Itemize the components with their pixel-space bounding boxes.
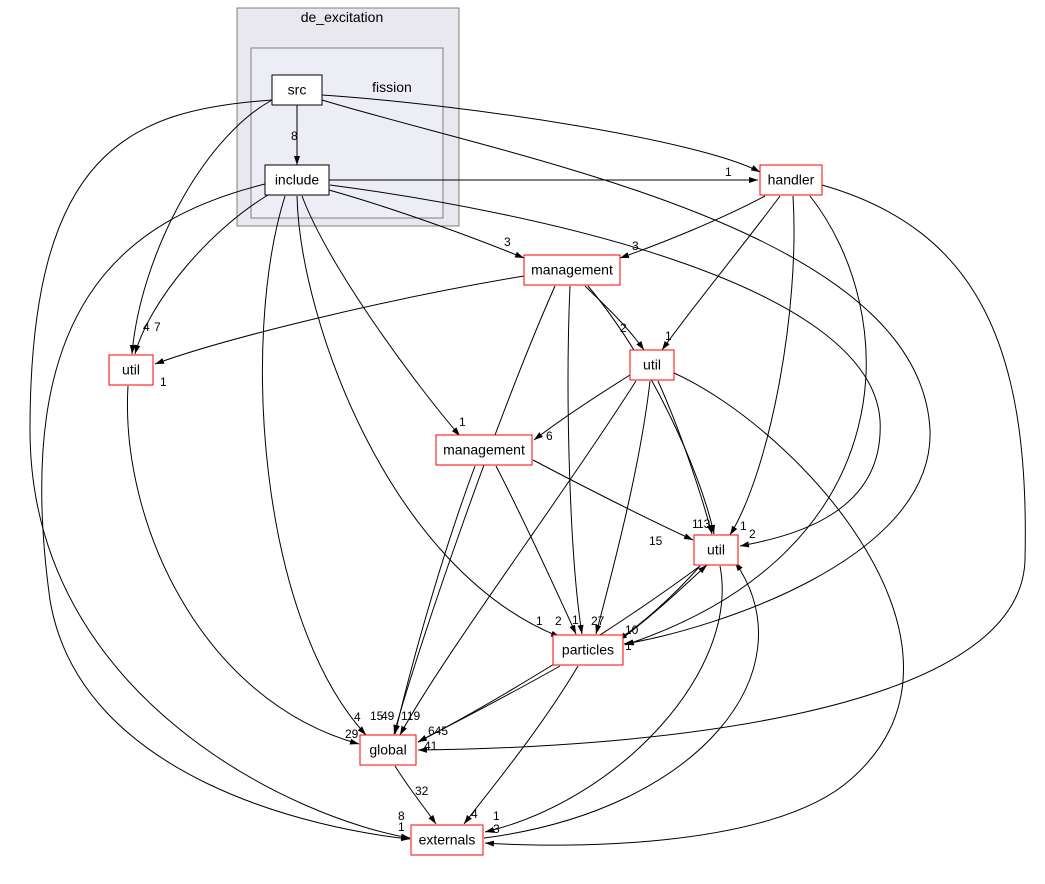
edge-particles-global	[418, 666, 560, 742]
edge-label-mgmt_top-particles: 2	[555, 614, 562, 628]
edge-label-include-util_right: 2	[749, 527, 756, 541]
edge-label-include-handler: 1	[725, 165, 732, 179]
edge-label-handler-util_mid: 1	[665, 329, 672, 343]
edge-label-handler-mgmt_top: 3	[632, 239, 639, 253]
node-label-include: include	[275, 172, 320, 188]
edge-util_mid-global	[400, 381, 636, 735]
edge-label-include-particles: 1	[536, 614, 543, 628]
edge-label-include-global: 4	[354, 710, 361, 724]
edge-label-util_mid-particles: 27	[591, 614, 605, 628]
edge-handler-util_mid	[662, 196, 780, 350]
edge-label-mgmt_mid-util_right: 15	[649, 534, 663, 548]
edge-include-global	[262, 196, 366, 735]
edge-label-include-externals: 1	[398, 820, 405, 834]
edge-mgmt_top-particles	[568, 286, 582, 634]
cluster-label-inner: fission	[372, 79, 412, 95]
edge-label-handler-util_right: 1	[740, 519, 747, 533]
node-label-global: global	[369, 742, 406, 758]
edge-label-mgmt_mid-particles: 1	[572, 613, 579, 627]
edge-label-mgmt_mid-global: 119	[401, 709, 420, 723]
node-label-src: src	[288, 82, 307, 98]
edge-util_mid-particles	[596, 381, 650, 634]
edge-label-externals-util_right: 3	[493, 822, 500, 836]
edge-mgmt_mid-util_right	[533, 460, 693, 540]
edge-mgmt_top-util_right	[588, 286, 714, 534]
node-label-util_right: util	[707, 542, 725, 558]
edge-include-particles	[297, 196, 560, 637]
edge-label-util_mid-util_right: 13	[697, 517, 711, 531]
edge-handler-particles	[625, 196, 866, 645]
node-label-particles: particles	[562, 642, 614, 658]
edge-mgmt_mid-particles	[496, 466, 576, 634]
edge-mgmt_top-util_mid	[585, 286, 644, 350]
edge-label-handler-particles: 1	[625, 639, 632, 653]
node-label-util_left: util	[122, 362, 140, 378]
edge-label-particles-externals: 4	[471, 807, 478, 821]
edge-label-particles-global: 41	[424, 739, 438, 753]
node-label-handler: handler	[768, 172, 815, 188]
node-label-mgmt_top: management	[531, 262, 613, 278]
edge-handler-global	[418, 185, 1025, 750]
edge-label-util_left-global: 29	[345, 727, 359, 741]
cluster-label-outer: de_excitation	[301, 9, 384, 25]
edge-label-include-mgmt_mid: 1	[459, 415, 466, 429]
edge-label-include-util_left: 7	[154, 320, 161, 334]
edge-include-util_right	[330, 185, 880, 546]
edge-label-mgmt_top-util_left: 1	[160, 375, 167, 389]
edge-mgmt_top-global	[394, 286, 555, 734]
edge-util_mid-externals	[485, 373, 904, 845]
node-label-mgmt_mid: management	[443, 442, 525, 458]
edge-util_left-global	[127, 386, 359, 744]
edge-handler-mgmt_top	[620, 196, 765, 258]
edge-label-global-externals: 32	[415, 784, 429, 798]
edge-label-src-include: 8	[291, 129, 298, 143]
edge-label-include-mgmt_top: 3	[504, 235, 511, 249]
edge-label-util_mid-mgmt_mid: 6	[546, 429, 553, 443]
edges-group: 8487311214131112912121561327491511191064…	[30, 95, 1025, 845]
node-label-util_mid: util	[643, 357, 661, 373]
edge-label-src-util_left: 4	[143, 320, 150, 334]
edge-label-util_mid-global: 49	[381, 709, 395, 723]
dependency-graph: de_excitationfission84873112141311129121…	[0, 0, 1045, 884]
node-label-externals: externals	[419, 832, 476, 848]
edge-handler-util_right	[730, 196, 794, 535]
edge-mgmt_top-util_left	[155, 276, 524, 364]
edge-label-util_right-externals: 1	[493, 809, 500, 823]
edge-util_mid-util_right	[658, 381, 712, 534]
